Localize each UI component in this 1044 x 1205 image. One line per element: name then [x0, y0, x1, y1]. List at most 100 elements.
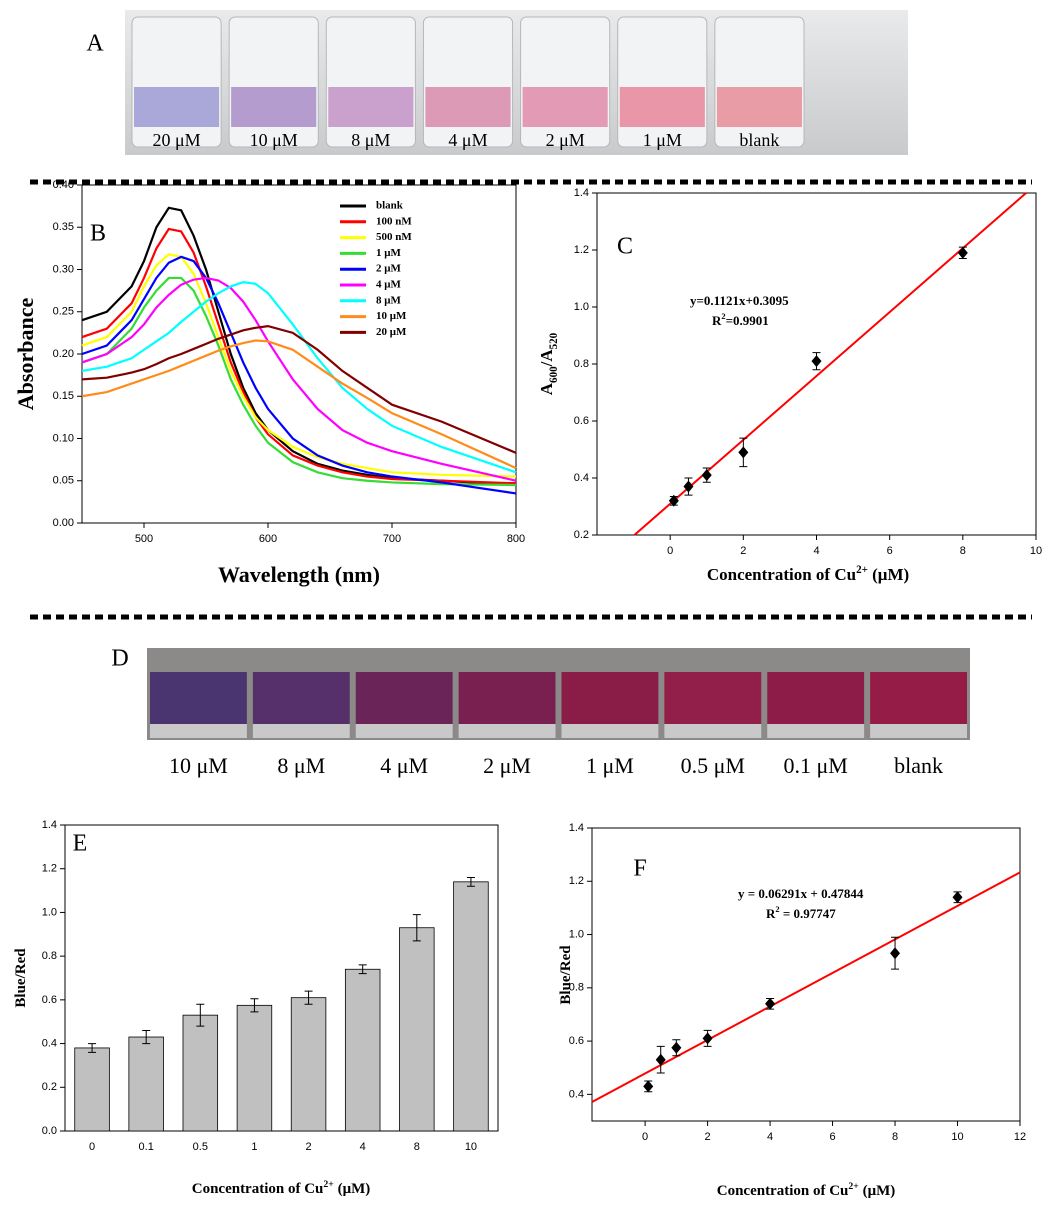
x-axis-label-part: Concentration of Cu	[717, 1183, 849, 1199]
y-tick-label: 1.2	[574, 244, 589, 256]
bar	[128, 1036, 164, 1132]
y-tick-label: 0.8	[42, 950, 57, 962]
bar	[182, 1014, 219, 1132]
liquid	[664, 672, 762, 724]
point	[738, 446, 749, 459]
y-tick-label: 1.4	[574, 187, 589, 199]
point	[957, 246, 968, 259]
error-bar	[250, 998, 259, 1013]
y-axis-label-part: 600	[548, 366, 560, 383]
tube-label: 8 μM	[277, 753, 325, 778]
bar	[290, 997, 327, 1132]
panel-label: D	[111, 646, 128, 672]
cuvette	[325, 16, 416, 148]
cuvette-base	[355, 724, 453, 738]
y-axis-label-part: 520	[548, 332, 560, 349]
error-bar	[196, 1003, 205, 1027]
tube-label: 2 μM	[483, 753, 531, 778]
point	[702, 1032, 713, 1045]
liquid	[870, 672, 967, 724]
y-tick-label: 0.15	[53, 390, 74, 402]
x-axis-label-part: (μM)	[868, 565, 909, 584]
tube-label: 2 μM	[546, 130, 585, 150]
cuvette	[422, 16, 514, 148]
panel-label: B	[90, 221, 106, 247]
y-tick-label: 1.4	[569, 822, 584, 834]
bar	[236, 1004, 273, 1132]
x-tick-label: 1	[251, 1141, 257, 1153]
cuvette-base	[664, 724, 762, 738]
x-tick-label: 0.1	[139, 1141, 154, 1153]
liquid	[716, 87, 802, 127]
panel-label: E	[73, 831, 88, 857]
equation: y=0.1121x+0.3095	[690, 293, 789, 308]
y-tick-label: 1.2	[42, 863, 57, 875]
tube-label: 1 μM	[643, 130, 682, 150]
series-line	[81, 339, 517, 470]
cuvette-base	[870, 724, 967, 738]
series-line	[81, 206, 517, 487]
liquid	[561, 672, 659, 724]
legend-label: 10 μM	[376, 310, 407, 322]
x-tick-label: 600	[259, 533, 277, 545]
x-tick-label: 500	[135, 533, 153, 545]
point	[765, 997, 776, 1010]
x-tick-label: 2	[705, 1131, 711, 1143]
liquid	[134, 87, 220, 127]
x-tick-label: 2	[306, 1141, 312, 1153]
x-axis-label-part: Wavelength (nm)	[218, 562, 380, 587]
liquid	[619, 87, 705, 127]
x-tick-label: 10	[465, 1141, 477, 1153]
x-axis-label-part: 2+	[323, 1179, 334, 1190]
series-line	[81, 227, 517, 485]
y-tick-label: 0.05	[53, 475, 74, 487]
liquid	[458, 672, 556, 724]
x-tick-label: 4	[360, 1141, 366, 1153]
x-tick-label: 2	[740, 545, 746, 557]
x-tick-label: 8	[960, 545, 966, 557]
liquid	[150, 672, 247, 724]
cuvette	[617, 16, 708, 148]
series-line	[81, 324, 517, 454]
x-axis-label: Concentration of Cu2+ (μM)	[707, 564, 909, 584]
bar	[74, 1047, 110, 1132]
x-axis-label: Concentration of Cu2+ (μM)	[717, 1181, 896, 1200]
error-bar	[358, 964, 367, 975]
y-axis-label-part: Blue/Red	[13, 948, 29, 1008]
r-squared-part: 2	[721, 311, 725, 321]
error-bar	[412, 914, 421, 942]
point	[701, 469, 712, 482]
y-tick-label: 1.0	[569, 928, 584, 940]
y-tick-label: 0.25	[53, 306, 74, 318]
x-tick-label: 6	[829, 1131, 835, 1143]
liquid	[231, 87, 317, 127]
x-tick-label: 6	[887, 545, 893, 557]
r-squared: R2 = 0.97747	[766, 904, 836, 921]
x-tick-label: 4	[767, 1131, 773, 1143]
tube-label: 20 μM	[152, 130, 200, 150]
y-axis-label: Blue/Red	[13, 948, 29, 1008]
r-squared-part: =0.9901	[726, 313, 769, 328]
y-axis-label-part: Absorbance	[13, 298, 38, 411]
x-tick-label: 12	[1014, 1131, 1026, 1143]
tube-label: 4 μM	[448, 130, 487, 150]
x-tick-label: 700	[383, 533, 401, 545]
liquid	[328, 87, 414, 127]
y-tick-label: 1.0	[42, 906, 57, 918]
tube-label: blank	[739, 130, 779, 150]
legend-label: 8 μM	[376, 294, 401, 306]
y-tick-label: 1.2	[569, 875, 584, 887]
legend-label: 20 μM	[376, 326, 407, 338]
point	[671, 1041, 682, 1054]
y-axis-label-part: Blue/Red	[558, 945, 574, 1005]
point	[683, 480, 694, 493]
y-tick-label: 1.4	[42, 819, 57, 831]
x-tick-label: 0	[89, 1141, 95, 1153]
y-tick-label: 0.8	[574, 358, 589, 370]
y-tick-label: 0.00	[53, 517, 74, 529]
x-tick-label: 0.5	[193, 1141, 208, 1153]
tube-label: 1 μM	[586, 753, 634, 778]
point	[643, 1080, 654, 1093]
tube-label: 0.1 μM	[784, 753, 848, 778]
